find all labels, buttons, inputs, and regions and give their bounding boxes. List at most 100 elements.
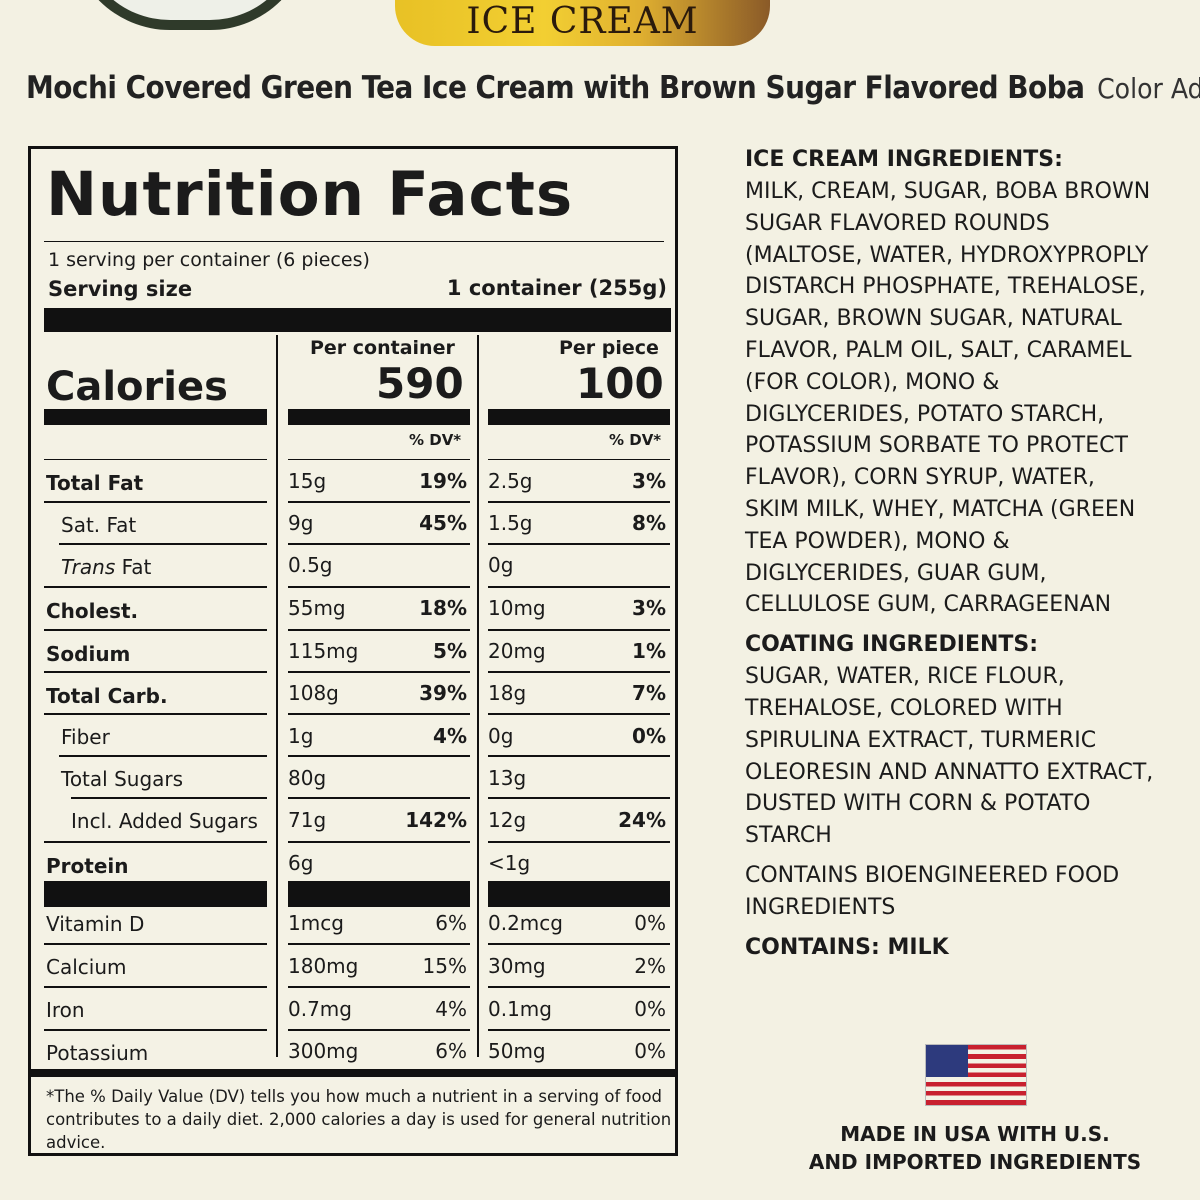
divider: [288, 543, 470, 545]
divider: [44, 943, 267, 945]
ingredient-line: SUGAR, WATER, RICE FLOUR,: [745, 664, 1065, 690]
piece-dv: 3%: [632, 596, 666, 620]
divider: [59, 755, 267, 757]
divider: [288, 797, 470, 799]
product-title: Mochi Covered Green Tea Ice Cream with B…: [26, 70, 1200, 106]
container-amount: 1mcg: [288, 911, 344, 935]
divider: [488, 501, 670, 503]
ingredient-line: POTASSIUM SORBATE TO PROTECT: [745, 433, 1128, 459]
ingredient-line: (FOR COLOR), MONO &: [745, 369, 1000, 395]
ingredient-line: TREHALOSE, COLORED WITH: [745, 695, 1063, 721]
trans-label-rest: Fat: [115, 555, 152, 579]
container-dv: 4%: [433, 724, 467, 748]
container-amount: 180mg: [288, 954, 359, 978]
calories-bar: [488, 409, 670, 425]
piece-amount: 1.5g: [488, 511, 533, 535]
ice-cream-ingredients-heading: ICE CREAM INGREDIENTS:: [745, 147, 1063, 172]
container-amount: 0.7mg: [288, 997, 352, 1021]
divider: [59, 543, 267, 545]
per-piece-header: Per piece: [559, 337, 659, 359]
piece-amount: 50mg: [488, 1039, 546, 1063]
divider: [488, 459, 670, 460]
divider: [488, 629, 670, 631]
container-amount: 15g: [288, 469, 327, 493]
serving-size-label: Serving size: [48, 277, 193, 301]
piece-amount: <1g: [488, 851, 531, 875]
piece-amount: 10mg: [488, 596, 546, 620]
nutrient-label: Trans Fat: [61, 555, 151, 579]
divider: [288, 629, 470, 631]
dv-header: % DV*: [409, 431, 462, 449]
container-dv: 19%: [419, 469, 467, 493]
category-banner: [395, 0, 770, 46]
divider: [288, 755, 470, 757]
mochi-image: [70, 0, 310, 30]
nutrient-label: Incl. Added Sugars: [71, 809, 258, 833]
container-amount: 1g: [288, 724, 314, 748]
made-in-line: MADE IN USA WITH U.S.: [840, 1122, 1110, 1146]
divider: [488, 1029, 670, 1031]
ingredient-line: FLAVOR), CORN SYRUP, WATER,: [745, 465, 1095, 491]
divider: [44, 1029, 267, 1031]
piece-dv: 1%: [632, 639, 666, 663]
piece-dv: 24%: [618, 808, 666, 832]
container-amount: 55mg: [288, 596, 346, 620]
allergen-statement: CONTAINS: MILK: [745, 934, 949, 960]
divider: [288, 713, 470, 715]
container-amount: 115mg: [288, 639, 359, 663]
thick-divider: [31, 1069, 675, 1077]
thick-divider: [288, 881, 470, 907]
piece-amount: 12g: [488, 808, 527, 832]
nutrition-title: Nutrition Facts: [46, 159, 574, 230]
column-divider: [276, 335, 278, 1057]
ingredient-line: SUGAR FLAVORED ROUNDS: [745, 210, 1050, 236]
piece-amount: 30mg: [488, 954, 546, 978]
piece-dv: 2%: [634, 954, 666, 978]
trans-label-italic: Trans: [61, 555, 116, 579]
divider: [44, 671, 267, 673]
thick-divider: [44, 881, 267, 907]
container-dv: 6%: [435, 911, 467, 935]
dv-header: % DV*: [609, 431, 662, 449]
bioengineered-statement: CONTAINS BIOENGINEERED FOOD: [745, 862, 1120, 888]
made-in-usa-statement: MADE IN USA WITH U.S. AND IMPORTED INGRE…: [790, 1120, 1160, 1176]
divider: [488, 713, 670, 715]
container-dv: 4%: [435, 997, 467, 1021]
serving-size-value: 1 container (255g): [446, 276, 667, 300]
piece-amount: 0.2mcg: [488, 911, 563, 935]
divider: [288, 586, 470, 588]
container-amount: 9g: [288, 511, 314, 535]
made-in-line: AND IMPORTED INGREDIENTS: [808, 1150, 1142, 1174]
divider: [288, 986, 470, 988]
divider: [71, 797, 267, 799]
divider: [288, 501, 470, 503]
vitamin-label: Potassium: [46, 1041, 149, 1065]
bioengineered-statement: INGREDIENTS: [745, 894, 896, 920]
thick-divider: [44, 308, 671, 332]
divider: [488, 943, 670, 945]
container-amount: 108g: [288, 681, 339, 705]
piece-amount: 0g: [488, 724, 514, 748]
container-amount: 71g: [288, 808, 327, 832]
nutrient-label: Total Carb.: [46, 684, 168, 708]
per-container-header: Per container: [310, 337, 455, 359]
container-amount: 0.5g: [288, 553, 333, 577]
piece-dv: 3%: [632, 469, 666, 493]
divider: [288, 459, 470, 460]
divider: [488, 755, 670, 757]
nutrition-facts-panel: Nutrition Facts 1 serving per container …: [28, 146, 678, 1156]
calories-per-piece: 100: [576, 359, 664, 408]
divider: [488, 543, 670, 545]
piece-amount: 0.1mg: [488, 997, 552, 1021]
vitamin-label: Calcium: [46, 955, 127, 979]
piece-dv: 0%: [632, 724, 666, 748]
ingredient-line: TEA POWDER), MONO &: [745, 528, 1010, 554]
piece-dv: 7%: [632, 681, 666, 705]
container-dv: 142%: [405, 808, 467, 832]
divider: [488, 841, 670, 843]
us-flag-icon: [925, 1044, 1027, 1106]
container-amount: 300mg: [288, 1039, 359, 1063]
vitamin-label: Vitamin D: [46, 912, 145, 936]
divider: [44, 459, 267, 460]
divider: [44, 629, 267, 631]
